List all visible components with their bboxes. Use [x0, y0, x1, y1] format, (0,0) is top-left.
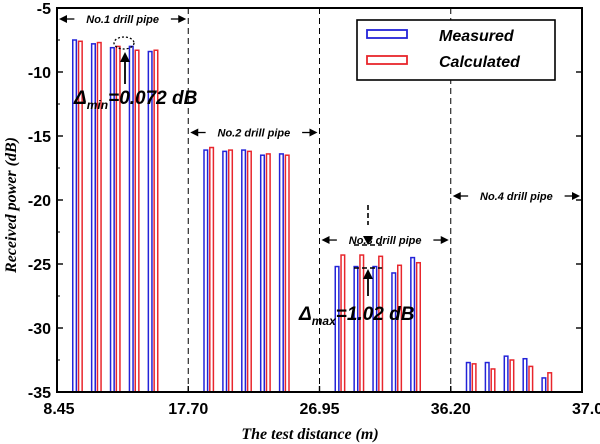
y-axis-title: Received power (dB) — [3, 137, 20, 274]
calculated-bar — [509, 359, 515, 393]
min-delta-label: Δmin=0.072 dB — [73, 88, 198, 112]
calculated-bar — [528, 365, 534, 393]
calculated-bar — [265, 153, 271, 393]
y-tick-label: -10 — [28, 65, 51, 82]
calculated-bar — [547, 372, 553, 393]
legend: Measured Calculated — [356, 19, 556, 81]
min-arrow-head — [120, 52, 130, 62]
region-arrow-head-right — [309, 128, 318, 137]
max-delta-label: Δmax=1.02 dB — [298, 304, 415, 328]
measured-bar — [90, 43, 97, 393]
min-annotation: Δmin=0.072 dB — [73, 36, 198, 112]
measured-bar — [541, 377, 547, 393]
calculated-bar — [471, 363, 477, 393]
measured-bar — [203, 149, 209, 393]
y-tick-label: -5 — [37, 1, 51, 18]
x-tick-label: 26.95 — [299, 401, 339, 418]
x-tick-label: 8.45 — [43, 401, 74, 418]
calculated-bar — [96, 41, 102, 393]
max-annotation: Δmax=1.02 dB — [298, 205, 415, 328]
region-arrow-head-left — [190, 128, 199, 137]
measured-bar — [484, 361, 490, 393]
calculated-bar — [490, 368, 496, 393]
region-label-2: No.2 drill pipe — [218, 128, 291, 140]
min-highlight-ellipse — [113, 36, 135, 50]
region-arrow-head-right — [178, 15, 187, 23]
calculated-bar — [246, 150, 252, 393]
measured-bar — [222, 150, 228, 393]
region-label-1: No.1 drill pipe — [86, 14, 159, 26]
measured-bar — [465, 361, 471, 393]
calculated-bar — [227, 149, 234, 393]
measured-bar — [353, 265, 359, 393]
measured-bar — [334, 265, 340, 393]
max-arrow-lower-head — [363, 269, 373, 279]
x-axis-title: The test distance (m) — [241, 426, 378, 443]
measured-bar — [372, 265, 378, 393]
y-tick-label: -35 — [28, 385, 51, 402]
measured-bar — [391, 272, 397, 393]
legend-calculated-swatch — [366, 55, 408, 65]
measured-bar — [503, 355, 509, 393]
legend-calculated-label: Calculated — [439, 54, 521, 71]
measured-bar — [241, 149, 247, 393]
measured-bar — [259, 154, 266, 393]
calculated-bar — [284, 154, 290, 393]
region-arrow-head-right — [440, 236, 449, 245]
region-arrow-head-right — [572, 192, 580, 200]
x-tick-label: 17.70 — [168, 401, 208, 418]
y-tick-label: -30 — [28, 321, 51, 338]
calculated-bar — [415, 261, 421, 393]
region-arrow-head-left — [59, 15, 67, 23]
calculated-bar — [209, 146, 215, 393]
legend-measured-swatch — [366, 29, 408, 39]
legend-measured-label: Measured — [439, 28, 515, 45]
region-label-3: No.3 drill pipe — [349, 235, 422, 247]
region-label-4: No.4 drill pipe — [480, 191, 553, 203]
y-tick-label: -25 — [28, 257, 51, 274]
x-tick-label: 36.20 — [431, 401, 471, 418]
measured-bar — [522, 357, 528, 393]
max-arrow-upper-head — [363, 236, 373, 245]
region-arrow-head-left — [452, 192, 461, 200]
x-tick-label: 37.00 — [572, 401, 600, 418]
region-arrow-head-left — [321, 236, 330, 245]
y-tick-label: -20 — [28, 193, 51, 210]
calculated-bar — [397, 264, 403, 393]
measured-bar — [278, 153, 284, 393]
y-tick-label: -15 — [28, 129, 51, 146]
